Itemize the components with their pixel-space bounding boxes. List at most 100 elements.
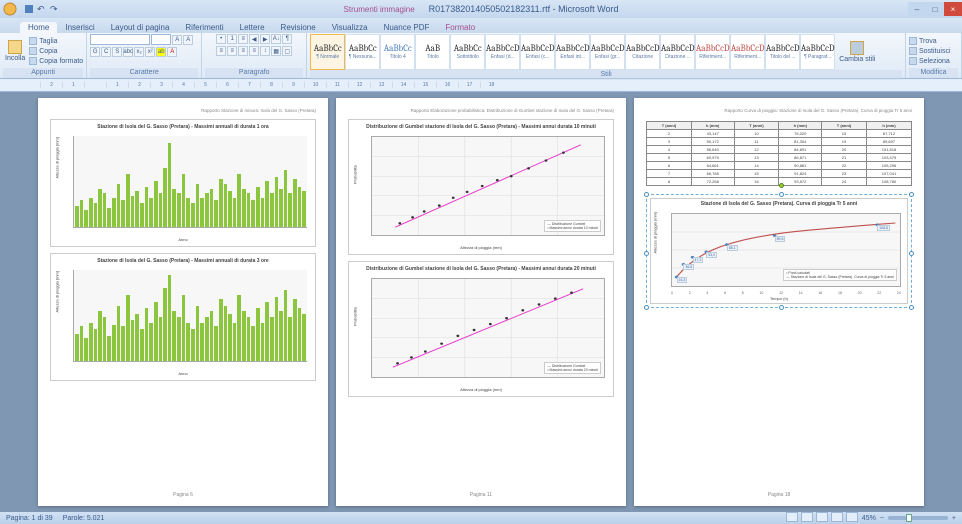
bar [214,200,218,227]
resize-handle-icon[interactable] [779,192,784,197]
align-right-button[interactable]: ≡ [238,46,248,56]
tab-layout-di-pagina[interactable]: Layout di pagina [103,22,178,33]
style-riferiment-[interactable]: AaBbCcDRiferiment... [695,34,730,70]
resize-handle-icon[interactable] [644,251,649,256]
data-label: 108,8 [877,225,890,231]
dedent-button[interactable]: ◀ [249,34,259,44]
horizontal-ruler[interactable]: 21123456789101112131415161718 [0,79,962,92]
bar [94,329,98,361]
paste-button[interactable]: Incolla [3,40,27,62]
format-painter-button[interactable]: Copia formato [29,56,83,66]
shading-button[interactable]: ▦ [271,46,281,56]
style--paragraf-[interactable]: AaBbCcD¶ Paragraf... [800,34,835,70]
style-enfasi-int-[interactable]: AaBbCcDEnfasi int... [555,34,590,70]
underline-button[interactable]: S [112,47,122,57]
tab-home[interactable]: Home [20,22,57,33]
resize-handle-icon[interactable] [779,305,784,310]
zoom-out-button[interactable]: − [880,515,884,522]
copy-button[interactable]: Copia [29,46,83,56]
line-spacing-button[interactable]: ↕ [260,46,270,56]
style-titolo[interactable]: AaBTitolo [415,34,450,70]
superscript-button[interactable]: x² [145,47,155,57]
tab-riferimenti[interactable]: Riferimenti [177,22,231,33]
font-name-input[interactable] [90,34,150,45]
tab-revisione[interactable]: Revisione [273,22,324,33]
shrink-font-icon[interactable]: A [183,35,193,45]
numbering-button[interactable]: 1 [227,34,237,44]
tab-formato[interactable]: Formato [437,22,483,33]
tab-visualizza[interactable]: Visualizza [324,22,376,33]
zoom-in-button[interactable]: + [952,515,956,522]
bar [121,326,125,361]
style-enfasi-c-[interactable]: AaBbCcDEnfasi (c... [520,34,555,70]
justify-button[interactable]: ≡ [249,46,259,56]
selected-image-frame[interactable]: Stazione di Isola del G. Sasso (Pretara)… [646,194,912,308]
print-layout-view-button[interactable] [786,512,798,522]
strike-button[interactable]: abc [123,47,133,57]
resize-handle-icon[interactable] [909,251,914,256]
close-button[interactable]: × [944,2,962,16]
page-indicator[interactable]: Pagina: 1 di 39 [6,515,53,522]
table-row: 350,1721181,3041989,697 [647,138,912,146]
bar [298,308,302,361]
replace-button[interactable]: Sostituisci [909,46,951,56]
bold-button[interactable]: G [90,47,100,57]
indent-button[interactable]: ▶ [260,34,270,44]
style-citazione-[interactable]: AaBbCcDCitazione ... [660,34,695,70]
change-styles-button[interactable]: Cambia stili [837,41,877,63]
zoom-slider[interactable] [888,516,948,520]
office-button[interactable] [0,0,20,18]
show-marks-button[interactable]: ¶ [282,34,292,44]
fullscreen-view-button[interactable] [801,512,813,522]
maximize-button[interactable]: □ [926,2,944,16]
minimize-button[interactable]: – [908,2,926,16]
subscript-button[interactable]: x₂ [134,47,144,57]
styles-gallery[interactable]: AaBbCc¶ NormaleAaBbCc¶ Nessuna...AaBbCcT… [310,34,835,70]
bar [247,193,251,227]
highlight-button[interactable]: ab [156,47,166,57]
zoom-level[interactable]: 45% [862,515,876,522]
bar [126,174,130,227]
resize-handle-icon[interactable] [909,305,914,310]
select-button[interactable]: Seleziona [909,56,951,66]
style--nessuna-[interactable]: AaBbCc¶ Nessuna... [345,34,380,70]
style-enfasi-d-[interactable]: AaBbCcDEnfasi (d... [485,34,520,70]
grow-font-icon[interactable]: A [172,35,182,45]
undo-icon[interactable]: ↶ [37,4,47,14]
style-riferiment-[interactable]: AaBbCcDRiferiment... [730,34,765,70]
outline-view-button[interactable] [831,512,843,522]
web-layout-view-button[interactable] [816,512,828,522]
italic-button[interactable]: C [101,47,111,57]
align-center-button[interactable]: ≡ [227,46,237,56]
style-titolo-[interactable]: AaBbCcTitolo 4 [380,34,415,70]
borders-button[interactable]: ▢ [282,46,292,56]
tab-lettere[interactable]: Lettere [232,22,273,33]
chart-legend: — Distribuzione Gumbel• Massimi annui du… [544,220,601,232]
word-count[interactable]: Parole: 5.021 [63,515,105,522]
resize-handle-icon[interactable] [909,192,914,197]
font-size-input[interactable] [151,34,171,45]
redo-icon[interactable]: ↷ [50,4,60,14]
rotate-handle-icon[interactable] [779,183,784,188]
cut-button[interactable]: Taglia [29,36,83,46]
font-color-button[interactable]: A [167,47,177,57]
tab-inserisci[interactable]: Inserisci [57,22,102,33]
sort-button[interactable]: A↓ [271,34,281,44]
align-left-button[interactable]: ≡ [216,46,226,56]
tab-nuance-pdf[interactable]: Nuance PDF [376,22,438,33]
resize-handle-icon[interactable] [644,192,649,197]
draft-view-button[interactable] [846,512,858,522]
style--normale[interactable]: AaBbCc¶ Normale [310,34,345,70]
multilevel-button[interactable]: ≡ [238,34,248,44]
save-icon[interactable] [24,4,34,14]
find-button[interactable]: Trova [909,36,951,46]
bar [279,311,283,361]
style-citazione[interactable]: AaBbCcDCitazione [625,34,660,70]
bar [219,299,223,361]
style-titolo-del-[interactable]: AaBbCcDTitolo del ... [765,34,800,70]
style-sottotitolo[interactable]: AaBbCcSottotitolo [450,34,485,70]
ribbon-tabs: HomeInserisciLayout di paginaRiferimenti… [0,18,962,33]
bullets-button[interactable]: • [216,34,226,44]
style-enfasi-gr-[interactable]: AaBbCcDEnfasi (gr... [590,34,625,70]
resize-handle-icon[interactable] [644,305,649,310]
